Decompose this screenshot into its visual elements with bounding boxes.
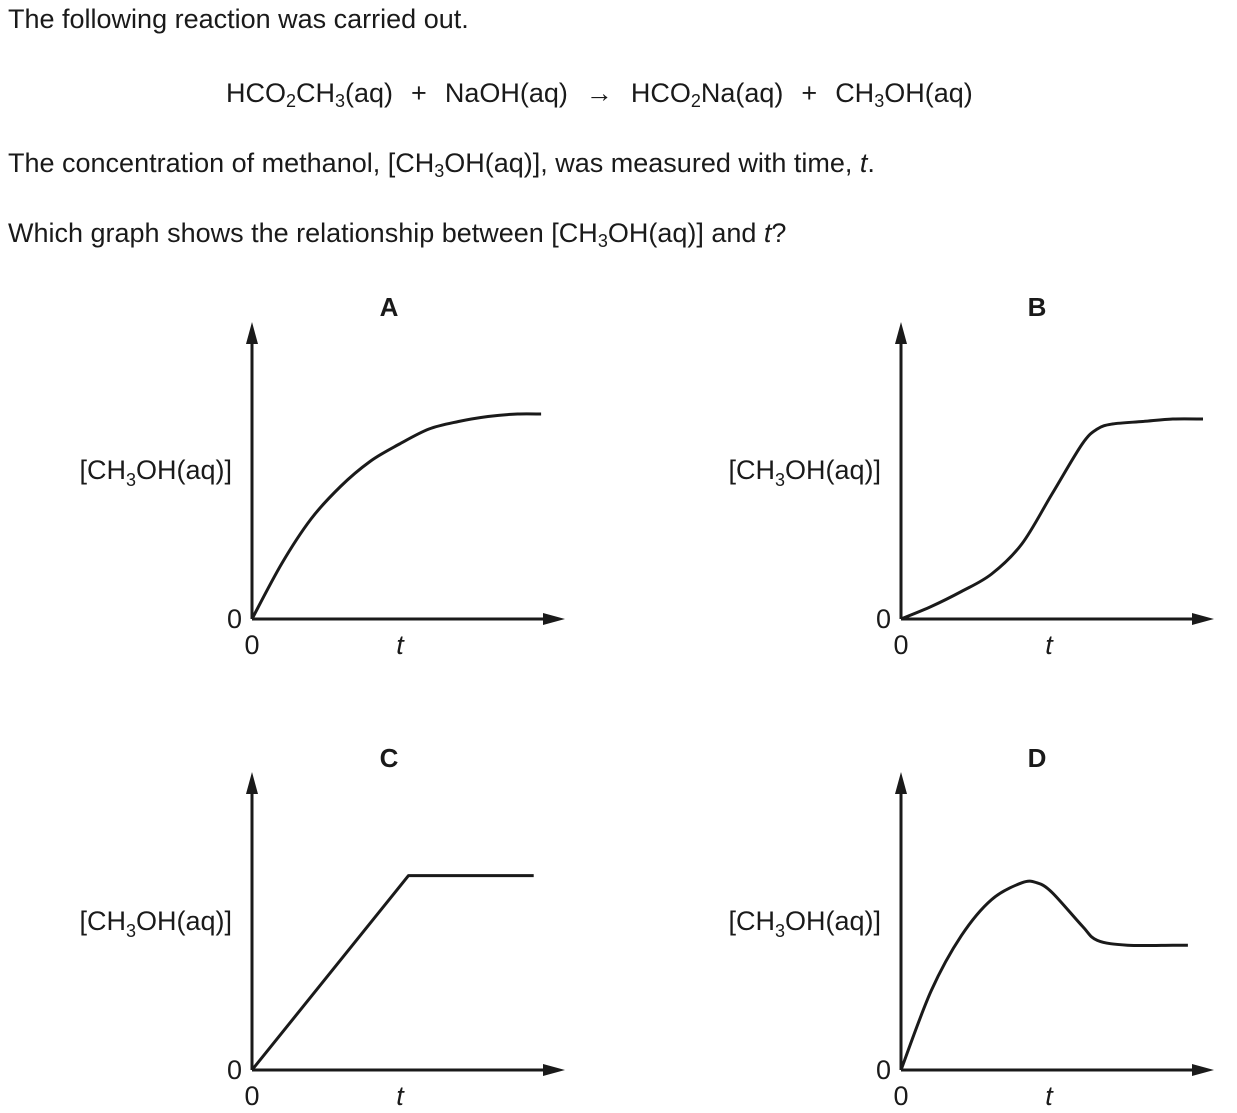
question-measurement: The concentration of methanol, [CH3OH(aq… <box>8 148 875 181</box>
graph-d-x-origin-label: 0 <box>893 1081 908 1111</box>
graph-d-x-axis-arrow <box>1192 1064 1214 1076</box>
graph-b-y-axis-arrow <box>895 322 907 344</box>
graph-c-x-axis-arrow <box>543 1064 565 1076</box>
product-sodium-methanoate: HCO2Na(aq) <box>630 78 784 111</box>
plus-sign: + <box>411 78 427 108</box>
reactant-sodium-hydroxide: NaOH(aq) <box>444 78 568 108</box>
graph-b-x-label: t <box>1045 630 1054 660</box>
graph-a-label: A <box>380 292 399 322</box>
reactant-methyl-methanoate: HCO2CH3(aq) <box>226 78 394 111</box>
question-intro: The following reaction was carried out. <box>8 4 469 35</box>
graph-c-y-axis-arrow <box>246 772 258 794</box>
graph-b-x-origin-label: 0 <box>893 630 908 660</box>
product-methanol: CH3OH(aq) <box>835 78 973 111</box>
reaction-equation: HCO2CH3(aq) + NaOH(aq) → HCO2Na(aq) + CH3OH(aq… <box>226 78 973 111</box>
graph-a-y-origin-label: 0 <box>227 604 242 634</box>
graph-c-y-origin-label: 0 <box>227 1055 242 1085</box>
graph-b-x-axis-arrow <box>1192 613 1214 625</box>
graph-a-curve <box>250 412 542 620</box>
graph-d-y-axis-arrow <box>895 772 907 794</box>
graph-b-y-origin-label: 0 <box>876 604 891 634</box>
graph-a-x-label: t <box>396 630 405 660</box>
question-prompt: Which graph shows the relationship betwe… <box>8 218 787 251</box>
graph-c-x-label: t <box>396 1081 405 1111</box>
graph-c-x-origin-label: 0 <box>244 1081 259 1111</box>
graph-b-curve <box>900 417 1204 621</box>
plus-sign: + <box>801 78 818 108</box>
reaction-arrow: → <box>585 78 613 108</box>
graph-d-label: D <box>1028 743 1047 773</box>
graph-d-x-label: t <box>1045 1081 1054 1111</box>
graph-a-y-axis-arrow <box>246 322 258 344</box>
graph-a-x-axis-arrow <box>543 613 565 625</box>
graph-c-y-label: [CH3OH(aq)] <box>79 906 232 941</box>
graph-a-y-label: [CH3OH(aq)] <box>79 455 232 490</box>
graph-d-curve <box>899 879 1188 1071</box>
graph-c-curve <box>250 874 534 1071</box>
graph-a-x-origin-label: 0 <box>244 630 259 660</box>
graph-c-label: C <box>380 743 399 773</box>
question-intro-text: The following reaction was carried out. <box>8 4 469 34</box>
graph-d-y-origin-label: 0 <box>876 1055 891 1085</box>
graph-b-label: B <box>1028 292 1047 322</box>
graph-d-y-label: [CH3OH(aq)] <box>728 906 881 941</box>
graph-b-y-label: [CH3OH(aq)] <box>728 455 881 490</box>
